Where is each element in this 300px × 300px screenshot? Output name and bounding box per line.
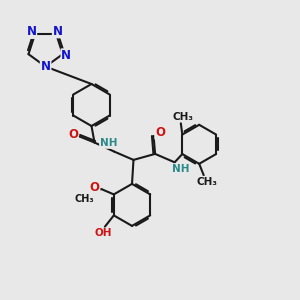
Text: N: N: [26, 25, 36, 38]
Text: OH: OH: [94, 228, 112, 239]
Text: O: O: [155, 126, 165, 139]
Text: N: N: [40, 60, 51, 73]
Text: O: O: [90, 181, 100, 194]
Text: NH: NH: [100, 138, 117, 148]
Text: CH₃: CH₃: [173, 112, 194, 122]
Text: O: O: [68, 128, 78, 142]
Text: CH₃: CH₃: [196, 177, 217, 187]
Text: N: N: [61, 49, 71, 62]
Text: CH₃: CH₃: [75, 194, 94, 204]
Text: N: N: [53, 25, 63, 38]
Text: NH: NH: [172, 164, 190, 174]
